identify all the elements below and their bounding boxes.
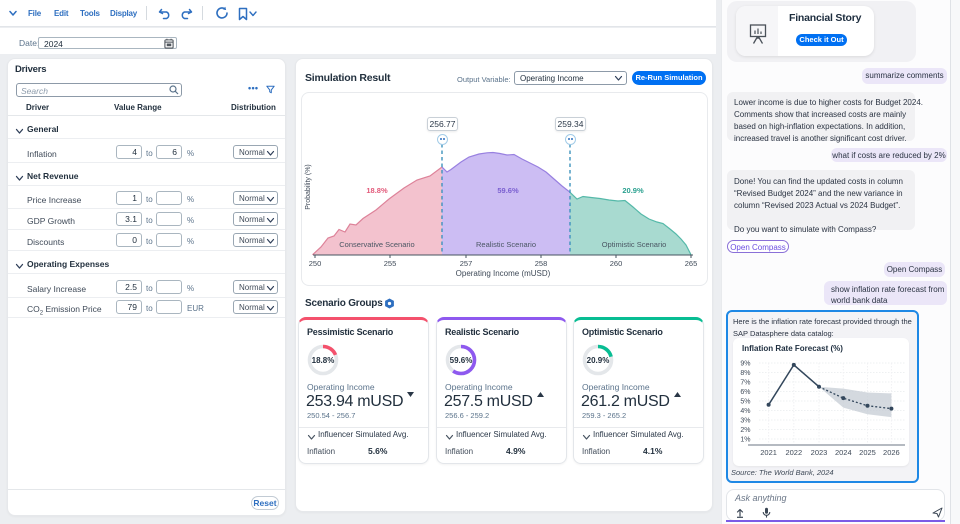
svg-text:2025: 2025: [859, 448, 876, 457]
svg-text:2%: 2%: [740, 427, 750, 434]
svg-text:8%: 8%: [740, 370, 750, 377]
svg-text:260: 260: [610, 259, 623, 268]
svg-text:3%: 3%: [740, 418, 750, 425]
svg-text:2023: 2023: [811, 448, 828, 457]
svg-text:1%: 1%: [740, 437, 750, 444]
svg-text:4%: 4%: [740, 408, 750, 415]
svg-text:2021: 2021: [760, 448, 777, 457]
svg-text:59.6%: 59.6%: [450, 356, 473, 365]
svg-text:20.9%: 20.9%: [622, 186, 644, 195]
svg-text:250: 250: [309, 259, 322, 268]
svg-text:2024: 2024: [835, 448, 852, 457]
svg-text:20.9%: 20.9%: [587, 356, 610, 365]
svg-text:5%: 5%: [740, 399, 750, 406]
svg-text:6%: 6%: [740, 389, 750, 396]
svg-text:7%: 7%: [740, 380, 750, 387]
svg-text:18.8%: 18.8%: [366, 186, 388, 195]
svg-text:Probability (%): Probability (%): [305, 164, 312, 210]
svg-text:Realistic Scenario: Realistic Scenario: [476, 240, 536, 249]
svg-text:265: 265: [685, 259, 698, 268]
svg-text:257: 257: [460, 259, 473, 268]
svg-text:255: 255: [384, 259, 397, 268]
svg-text:2022: 2022: [785, 448, 802, 457]
svg-text:59.6%: 59.6%: [497, 186, 519, 195]
svg-text:258: 258: [535, 259, 548, 268]
svg-text:18.8%: 18.8%: [312, 356, 335, 365]
svg-text:2026: 2026: [883, 448, 900, 457]
svg-text:Conservative Scenario: Conservative Scenario: [339, 240, 414, 249]
svg-text:9%: 9%: [740, 361, 750, 368]
svg-text:Operating Income (mUSD): Operating Income (mUSD): [456, 269, 551, 278]
svg-text:Optimistic Scenario: Optimistic Scenario: [602, 240, 667, 249]
